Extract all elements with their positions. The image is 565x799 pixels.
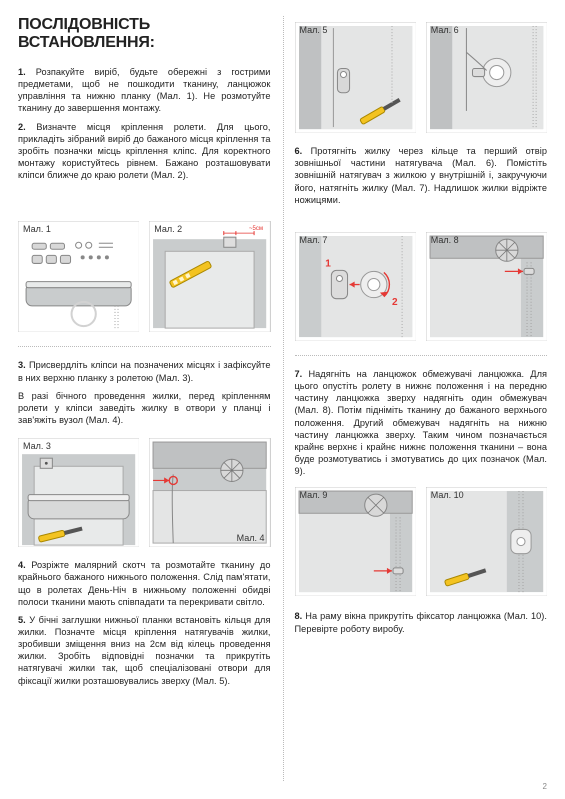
figure-row-9-10: Мал. 9 [295,487,548,596]
figure-5-label: Мал. 5 [300,25,328,35]
figure-3: Мал. 3 [18,438,139,547]
left-column: ПОСЛІДОВНІСТЬ ВСТАНОВЛЕННЯ: 1. Розпакуйт… [18,16,271,789]
figure-10: Мал. 10 [426,487,547,596]
figure-1-label: Мал. 1 [23,224,51,234]
page-number: 2 [543,782,547,791]
figure-row-5-6: Мал. 5 [295,22,548,133]
figure-6-label: Мал. 6 [431,25,459,35]
figure-5-svg [295,22,416,133]
right-column: Мал. 5 [295,16,548,789]
step-4: 4. Розріжте малярний скотч та розмотайте… [18,559,271,608]
svg-text:2: 2 [392,297,398,308]
figure-row-1-2: Мал. 1 [18,221,271,332]
figure-9: Мал. 9 [295,487,416,596]
step-1: 1. Розпакуйте виріб, будьте обережні з г… [18,66,271,115]
figure-7-label: Мал. 7 [300,235,328,245]
figure-7: Мал. 7 1 [295,232,416,341]
figure-9-label: Мал. 9 [300,490,328,500]
step-8: 8. На раму вікна прикрутіть фіксатор лан… [295,610,548,634]
step-6: 6. Протягніть жилку через кільце та перш… [295,145,548,206]
step-7: 7. Надягніть на ланцюжок обмежувачі ланц… [295,368,548,477]
page-title: ПОСЛІДОВНІСТЬ ВСТАНОВЛЕННЯ: [18,16,271,52]
step-5: 5. У бічні заглушки нижньої планки встан… [18,614,271,687]
figure-9-svg [295,487,416,596]
figure-4-svg [149,438,270,547]
step-2: 2. Визначте місця кріплення ролети. Для … [18,121,271,182]
figure-1-svg [18,221,139,332]
figure-6-svg [426,22,547,133]
horizontal-divider-left [18,346,271,347]
step-3: 3. Присвердліть кліпси на позначених міс… [18,359,271,383]
figure-6: Мал. 6 [426,22,547,133]
figure-row-7-8: Мал. 7 1 [295,232,548,341]
figure-2-svg: ~5см [149,221,270,332]
svg-text:~5см: ~5см [249,226,263,232]
figure-10-label: Мал. 10 [431,490,464,500]
figure-2: Мал. 2 ~5см [149,221,270,332]
figure-10-svg [426,487,547,596]
step-3b: В разі бічного проведення жилки, перед к… [18,390,271,426]
figure-5: Мал. 5 [295,22,416,133]
figure-7-svg: 1 2 [295,232,416,341]
svg-text:1: 1 [325,258,331,269]
figure-4: Мал. 4 [149,438,270,547]
figure-8: Мал. 8 [426,232,547,341]
horizontal-divider-right [295,355,548,356]
figure-8-label: Мал. 8 [431,235,459,245]
figure-3-label: Мал. 3 [23,441,51,451]
figure-1: Мал. 1 [18,221,139,332]
figure-3-svg [18,438,139,547]
figure-row-3-4: Мал. 3 Мал. 4 [18,438,271,547]
figure-4-label: Мал. 4 [237,533,265,543]
figure-8-svg [426,232,547,341]
figure-2-label: Мал. 2 [154,224,182,234]
